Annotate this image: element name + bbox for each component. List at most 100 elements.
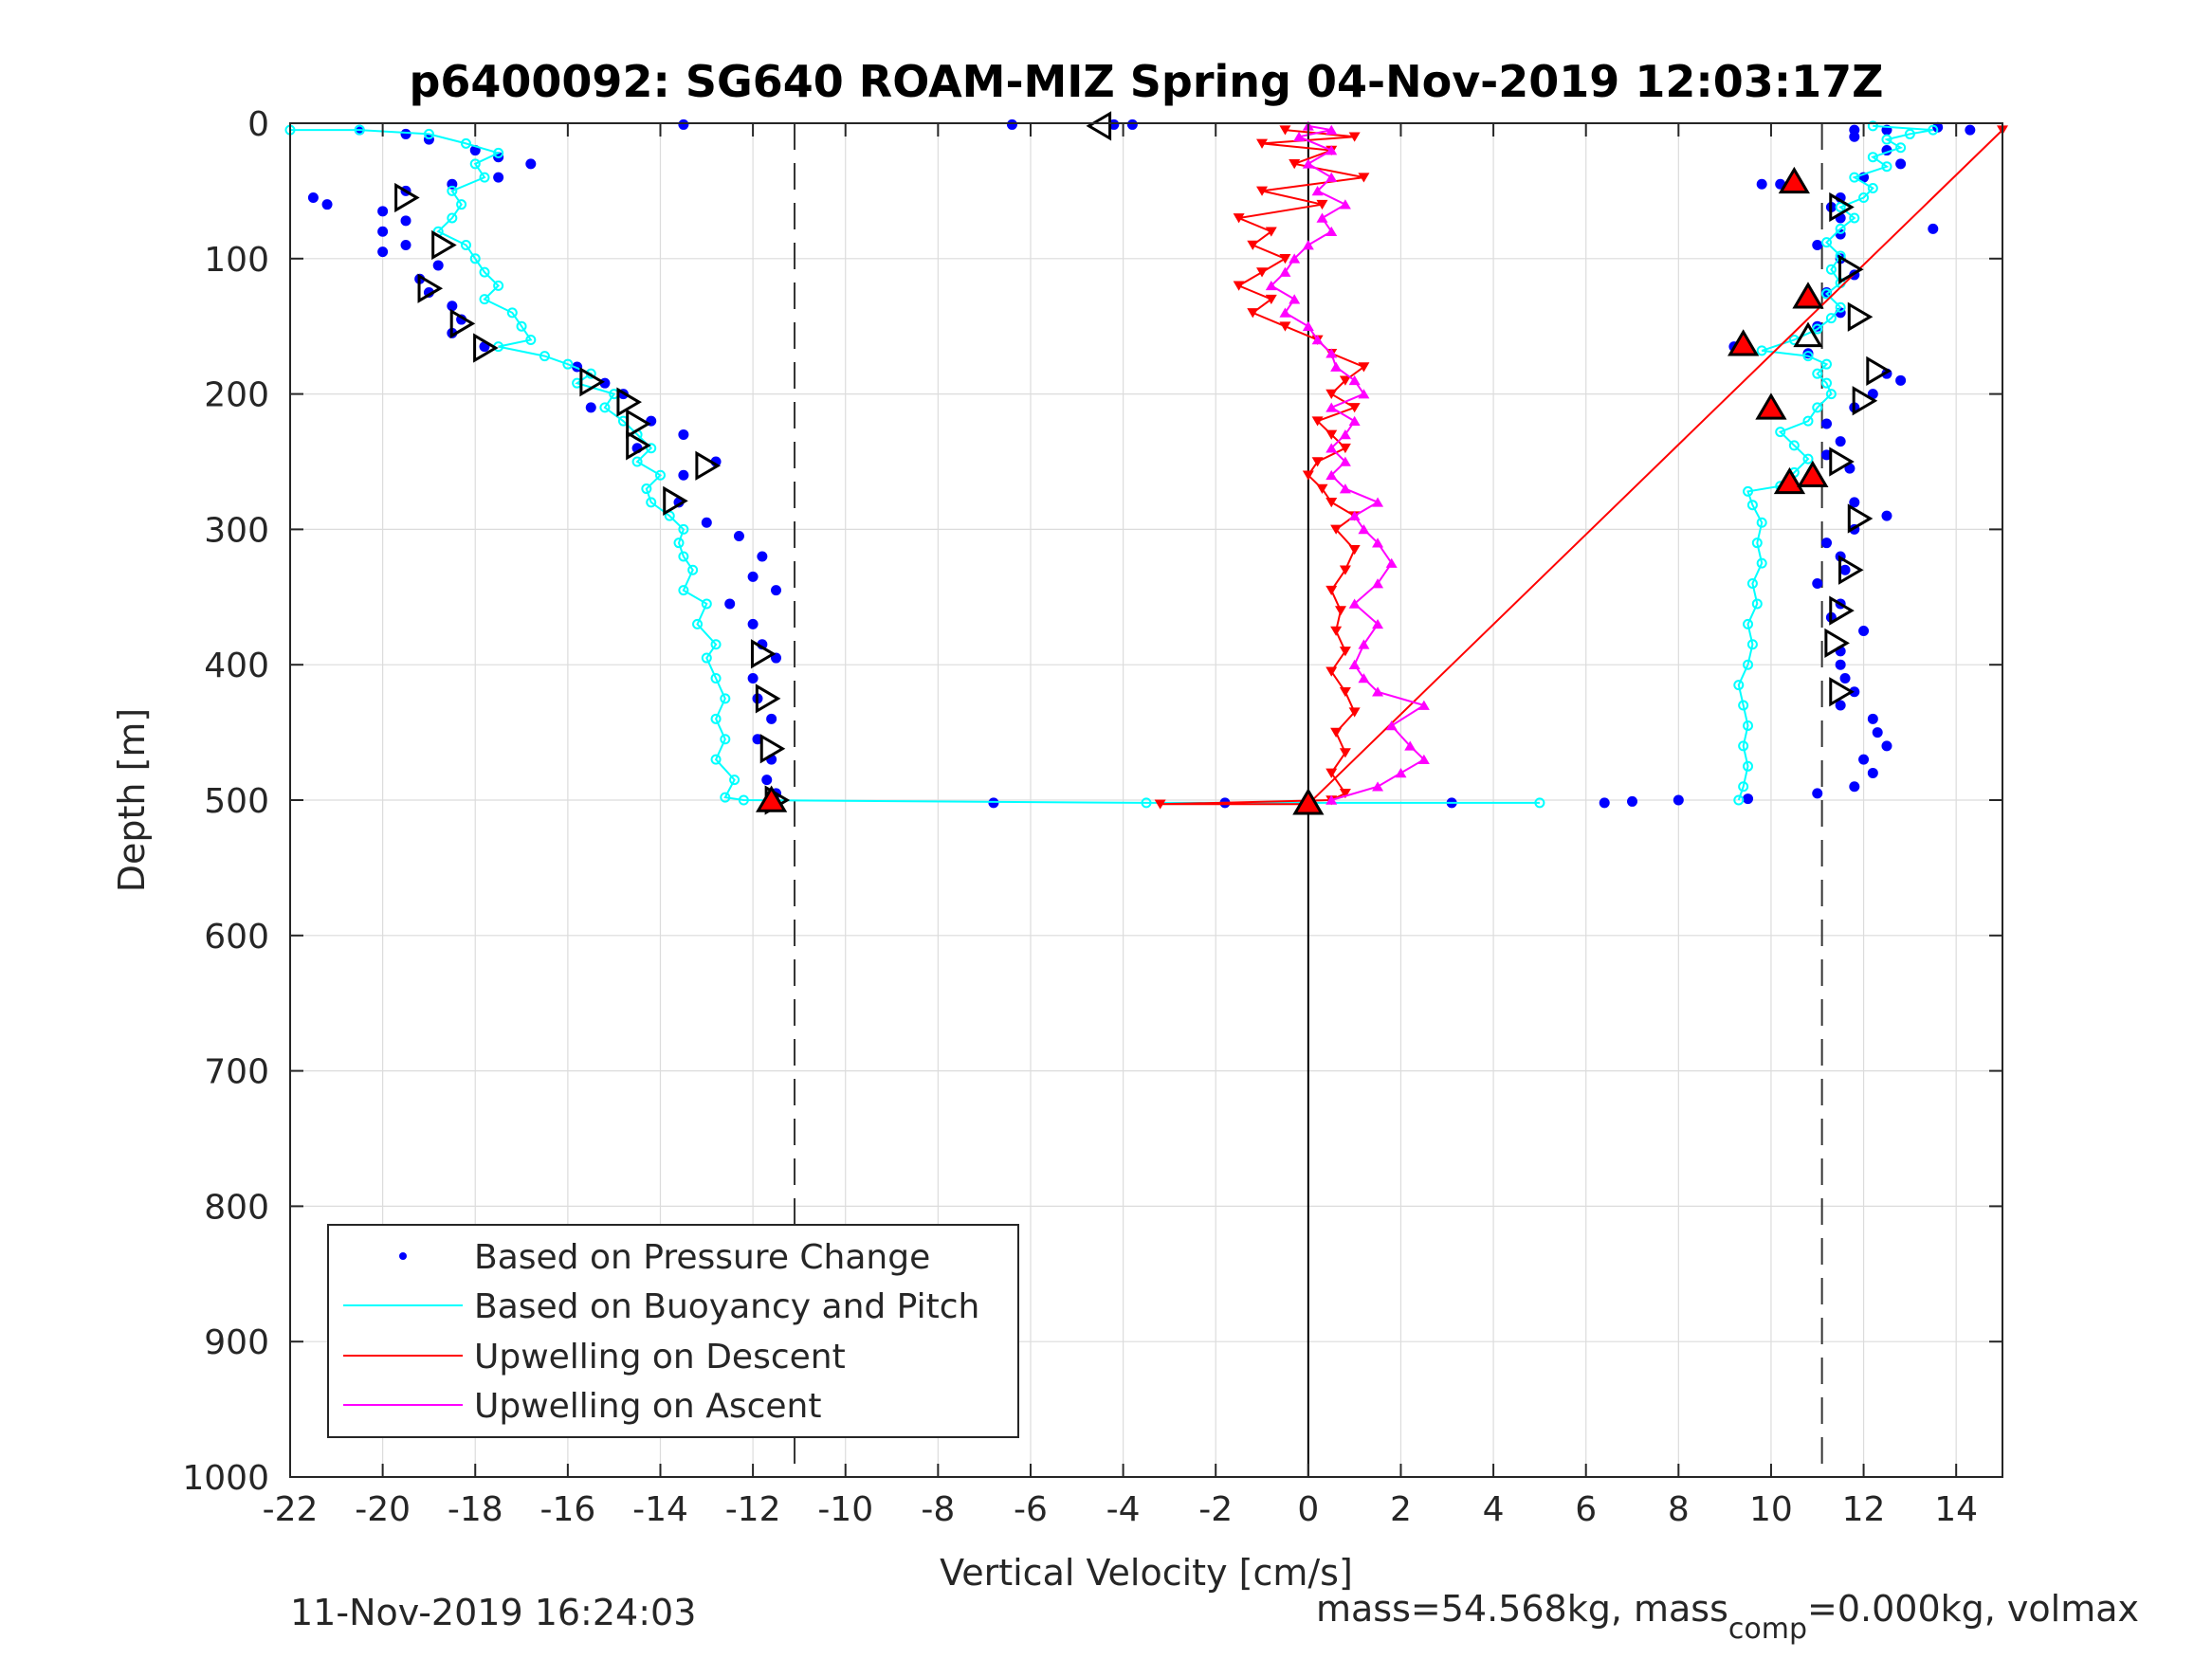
- upwelling-point: [1417, 700, 1430, 710]
- pressure-point: [1849, 781, 1860, 793]
- upwelling-point: [1302, 240, 1314, 250]
- buoyancy-point: [678, 551, 689, 562]
- footer-mass-part1: mass=54.568kg, mass: [1316, 1588, 1728, 1630]
- upwelling-point: [1247, 240, 1259, 250]
- upwelling-point: [1265, 227, 1277, 237]
- pressure-point: [321, 199, 333, 210]
- upwelling-point: [1325, 585, 1338, 596]
- buoyancy-point: [1881, 161, 1892, 173]
- buoyancy-point: [720, 734, 731, 745]
- buoyancy-point: [678, 585, 689, 596]
- pressure-point: [1835, 436, 1846, 447]
- buoyancy-point: [1743, 720, 1754, 731]
- buoyancy-point: [469, 158, 481, 170]
- open-triangle-marker: [1847, 301, 1874, 332]
- open-triangle-marker: [626, 409, 651, 439]
- upwelling-point: [1325, 389, 1338, 399]
- upwelling-point: [1372, 686, 1384, 697]
- footer-mass-subscript: comp: [1728, 1613, 1807, 1646]
- open-triangle-marker: [626, 430, 651, 461]
- upwelling-point: [1325, 498, 1338, 508]
- upwelling-point: [1256, 186, 1269, 196]
- buoyancy-line: [1737, 124, 1933, 801]
- buoyancy-point: [1802, 351, 1814, 362]
- upwelling-point: [1339, 429, 1351, 440]
- y-tick-label: 600: [204, 918, 269, 957]
- upwelling-point: [1325, 124, 1338, 135]
- buoyancy-point: [1534, 797, 1545, 809]
- pressure-point: [747, 672, 759, 684]
- pressure-point: [1965, 124, 1976, 136]
- pressure-point: [724, 598, 736, 610]
- legend-entry-buoyancy: Based on Buoyancy and Pitch: [474, 1287, 979, 1326]
- open-triangle-marker: [431, 229, 457, 261]
- upwelling-point: [1311, 416, 1324, 427]
- upwelling-point: [1330, 626, 1343, 636]
- buoyancy-point: [1746, 578, 1758, 590]
- x-tick-label: 12: [1842, 1490, 1886, 1529]
- buoyancy-point: [1775, 427, 1786, 438]
- y-tick-label: 900: [204, 1323, 269, 1362]
- upwelling-point: [1339, 565, 1351, 575]
- upwelling-point: [1325, 429, 1338, 440]
- upwelling-point: [1233, 213, 1245, 224]
- buoyancy-point: [1849, 212, 1860, 224]
- pressure-point: [400, 215, 411, 227]
- buoyancy-point: [1743, 760, 1754, 772]
- pressure-point: [988, 797, 999, 809]
- pressure-point: [1881, 740, 1892, 752]
- pressure-point: [525, 158, 537, 170]
- upwelling-point: [1289, 159, 1301, 170]
- buoyancy-point: [1821, 377, 1833, 389]
- footer-mass-text: mass=54.568kg, masscomp=0.000kg, volmax: [1316, 1588, 2139, 1646]
- buoyancy-point: [1746, 639, 1758, 650]
- buoyancy-point: [1821, 237, 1833, 248]
- x-tick-label: -22: [263, 1490, 319, 1529]
- upwelling-point: [1265, 280, 1277, 291]
- pressure-point: [771, 585, 782, 596]
- upwelling-point: [1372, 781, 1384, 792]
- y-tick-label: 800: [204, 1188, 269, 1227]
- buoyancy-point: [460, 240, 471, 251]
- pressure-point: [747, 618, 759, 629]
- filled-triangle-marker: [1792, 282, 1824, 309]
- pressure-point: [377, 206, 389, 217]
- legend-entry-ascent: Upwelling on Ascent: [474, 1387, 821, 1426]
- upwelling-point: [1339, 686, 1351, 698]
- open-triangle-marker: [1866, 356, 1892, 386]
- buoyancy-point: [447, 212, 458, 224]
- filled-triangle-marker: [1755, 392, 1787, 420]
- upwelling-point: [1372, 538, 1384, 548]
- pressure-point: [1849, 497, 1860, 508]
- buoyancy-point: [1756, 517, 1767, 528]
- buoyancy-point: [1821, 358, 1833, 370]
- upwelling-point: [1348, 132, 1361, 142]
- buoyancy-point: [447, 185, 458, 196]
- buoyancy-point: [1928, 124, 1939, 136]
- upwelling-point: [1335, 606, 1347, 616]
- upwelling-point: [1372, 578, 1384, 589]
- buoyancy-point: [646, 443, 657, 454]
- buoyancy-point: [599, 402, 611, 413]
- upwelling-point: [1339, 748, 1351, 758]
- pressure-point: [701, 517, 712, 528]
- upwelling-point: [1358, 389, 1370, 399]
- upwelling-point: [1395, 768, 1407, 778]
- open-triangle-marker: [1829, 447, 1855, 477]
- pressure-point: [678, 428, 689, 440]
- buoyancy-point: [493, 147, 504, 158]
- buoyancy-point: [1825, 264, 1837, 275]
- upwelling-point: [1265, 294, 1277, 305]
- upwelling-point: [1330, 727, 1343, 738]
- pressure-point: [1812, 320, 1823, 332]
- upwelling-point: [1339, 199, 1351, 210]
- pressure-point: [1599, 797, 1610, 809]
- upwelling-point: [1372, 497, 1384, 507]
- upwelling-point: [1348, 659, 1361, 669]
- legend-box: [327, 1224, 1019, 1438]
- buoyancy-point: [506, 307, 518, 319]
- pressure-point: [377, 226, 389, 237]
- upwelling-point: [1256, 138, 1269, 149]
- pressure-point: [757, 551, 768, 562]
